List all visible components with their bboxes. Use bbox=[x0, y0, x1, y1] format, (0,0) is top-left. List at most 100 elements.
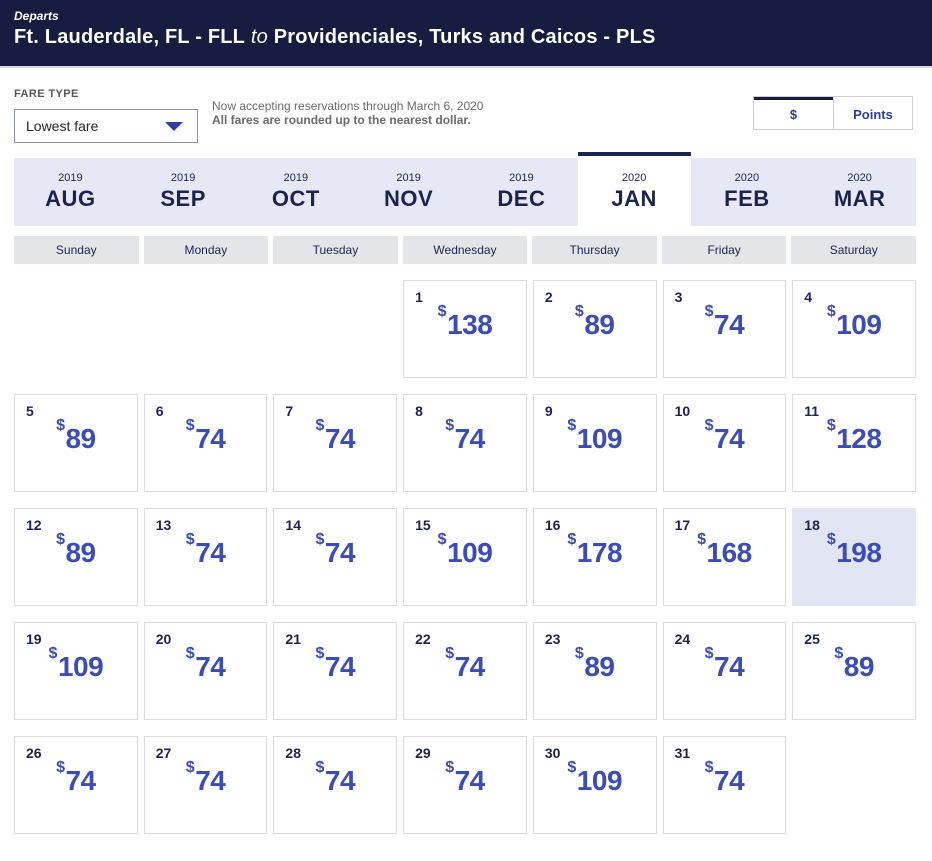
calendar-day-9[interactable]: 9 $109 bbox=[532, 394, 657, 492]
calendar-day-24[interactable]: 24 $74 bbox=[662, 622, 787, 720]
calendar-day-25[interactable]: 25 $89 bbox=[792, 622, 916, 720]
reservation-notice-line2: All fares are rounded up to the nearest … bbox=[212, 113, 471, 127]
currency-symbol: $ bbox=[445, 416, 454, 434]
route-origin: Ft. Lauderdale, FL - FLL bbox=[14, 26, 246, 48]
fare-type-dropdown[interactable]: Lowest fare bbox=[14, 109, 198, 143]
tab-year: 2020 bbox=[847, 172, 872, 184]
weekday-header-row: Sunday Monday Tuesday Wednesday Thursday Frid… bbox=[14, 236, 916, 264]
calendar-day-3[interactable]: 3 $74 bbox=[662, 280, 787, 378]
calendar-day-4[interactable]: 4 $109 bbox=[792, 280, 916, 378]
day-fare: $74 bbox=[315, 644, 356, 682]
month-tab-nov-2019[interactable]: 2019 NOV bbox=[352, 158, 465, 226]
day-number: 2 bbox=[544, 289, 553, 305]
currency-toggle-dollars-label: $ bbox=[789, 107, 798, 122]
currency-toggle-points-label: Points bbox=[853, 107, 893, 122]
calendar-day-7[interactable]: 7 $74 bbox=[273, 394, 398, 492]
tab-month: JAN bbox=[611, 186, 657, 211]
currency-symbol: $ bbox=[56, 758, 65, 776]
calendar-day-31[interactable]: 31 $74 bbox=[662, 736, 787, 834]
weekday-header-wednesday: Wednesday bbox=[402, 236, 528, 264]
calendar-day-11[interactable]: 11 $128 bbox=[792, 394, 916, 492]
weekday-header-friday: Friday bbox=[661, 236, 787, 264]
calendar-day-13[interactable]: 13 $74 bbox=[143, 508, 268, 606]
tab-year: 2020 bbox=[621, 172, 647, 184]
day-number: 16 bbox=[544, 517, 561, 533]
calendar-day-23[interactable]: 23 $89 bbox=[532, 622, 657, 720]
currency-symbol: $ bbox=[567, 758, 576, 776]
calendar-day-21[interactable]: 21 $74 bbox=[273, 622, 398, 720]
calendar-day-27[interactable]: 27 $74 bbox=[143, 736, 268, 834]
month-tab-feb-2020[interactable]: 2020 FEB bbox=[691, 158, 804, 226]
calendar-day-29[interactable]: 29 $74 bbox=[403, 736, 527, 834]
month-tab-jan-2020[interactable]: 2020 JAN bbox=[577, 152, 691, 226]
calendar-day-22[interactable]: 22 $74 bbox=[403, 622, 527, 720]
day-number: 28 bbox=[285, 745, 301, 761]
calendar-day-28[interactable]: 28 $74 bbox=[273, 736, 398, 834]
calendar-day-18[interactable]: 18 $198 bbox=[792, 508, 916, 606]
calendar-day-20[interactable]: 20 $74 bbox=[143, 622, 268, 720]
calendar-day-6[interactable]: 6 $74 bbox=[143, 394, 268, 492]
calendar-day-26[interactable]: 26 $74 bbox=[14, 736, 138, 834]
calendar-day-19[interactable]: 19 $109 bbox=[14, 622, 138, 720]
month-tab-aug-2019[interactable]: 2019 AUG bbox=[14, 158, 127, 226]
day-fare: $74 bbox=[185, 530, 226, 568]
route-connector: to bbox=[250, 26, 268, 48]
month-tab-dec-2019[interactable]: 2019 DEC bbox=[465, 158, 578, 226]
route-destination: Providenciales, Turks and Caicos - PLS bbox=[273, 26, 656, 48]
currency-symbol: $ bbox=[437, 530, 447, 548]
calendar-day-10[interactable]: 10 $74 bbox=[662, 394, 787, 492]
route-title: Ft. Lauderdale, FL - FLL to Providencial… bbox=[14, 26, 656, 48]
day-fare: $89 bbox=[574, 644, 615, 682]
month-tab-oct-2019[interactable]: 2019 OCT bbox=[240, 158, 353, 226]
currency-symbol: $ bbox=[437, 302, 447, 320]
month-tab-mar-2020[interactable]: 2020 MAR bbox=[803, 158, 916, 226]
calendar-day-15[interactable]: 15 $109 bbox=[403, 508, 527, 606]
day-fare: $178 bbox=[567, 530, 623, 568]
currency-toggle: $ Points bbox=[753, 96, 913, 130]
day-fare: $74 bbox=[56, 758, 96, 796]
day-fare: $74 bbox=[445, 758, 485, 796]
calendar-day-16[interactable]: 16 $178 bbox=[532, 508, 657, 606]
currency-symbol: $ bbox=[315, 416, 325, 434]
calendar-empty-slot bbox=[792, 736, 916, 834]
calendar-day-5[interactable]: 5 $89 bbox=[14, 394, 138, 492]
day-number: 12 bbox=[26, 517, 42, 533]
tab-month: DEC bbox=[497, 186, 546, 211]
currency-toggle-dollars[interactable]: $ bbox=[754, 97, 833, 129]
day-number: 8 bbox=[415, 403, 423, 419]
currency-symbol: $ bbox=[48, 644, 58, 662]
day-fare: $74 bbox=[704, 644, 745, 682]
currency-symbol: $ bbox=[56, 416, 65, 434]
calendar-day-1[interactable]: 1 $138 bbox=[403, 280, 527, 378]
currency-symbol: $ bbox=[315, 644, 325, 662]
weekday-header-sunday: Sunday bbox=[14, 236, 139, 264]
day-number: 26 bbox=[26, 745, 42, 761]
day-number: 11 bbox=[804, 403, 820, 419]
currency-symbol: $ bbox=[185, 530, 195, 548]
day-number: 15 bbox=[415, 517, 431, 533]
day-number: 19 bbox=[26, 631, 42, 647]
calendar-day-30[interactable]: 30 $109 bbox=[532, 736, 657, 834]
day-fare: $89 bbox=[834, 644, 874, 682]
currency-symbol: $ bbox=[567, 530, 576, 548]
month-tab-sep-2019[interactable]: 2019 SEP bbox=[127, 158, 240, 226]
calendar-day-14[interactable]: 14 $74 bbox=[273, 508, 398, 606]
currency-toggle-points[interactable]: Points bbox=[833, 97, 912, 129]
currency-symbol: $ bbox=[185, 416, 195, 434]
calendar-day-2[interactable]: 2 $89 bbox=[532, 280, 657, 378]
currency-symbol: $ bbox=[704, 644, 714, 662]
day-fare: $198 bbox=[826, 530, 882, 568]
day-number: 20 bbox=[155, 631, 172, 647]
day-number: 31 bbox=[674, 745, 691, 761]
calendar-day-17[interactable]: 17 $168 bbox=[662, 508, 787, 606]
day-fare: $109 bbox=[48, 644, 104, 682]
day-fare: $89 bbox=[56, 416, 96, 454]
day-number: 18 bbox=[804, 517, 820, 533]
tab-year: 2020 bbox=[734, 172, 760, 184]
calendar-day-12[interactable]: 12 $89 bbox=[14, 508, 138, 606]
calendar-empty-slot bbox=[14, 280, 138, 378]
day-number: 7 bbox=[285, 403, 294, 419]
calendar-day-8[interactable]: 8 $74 bbox=[403, 394, 527, 492]
currency-symbol: $ bbox=[315, 530, 325, 548]
tab-year: 2019 bbox=[396, 172, 421, 184]
